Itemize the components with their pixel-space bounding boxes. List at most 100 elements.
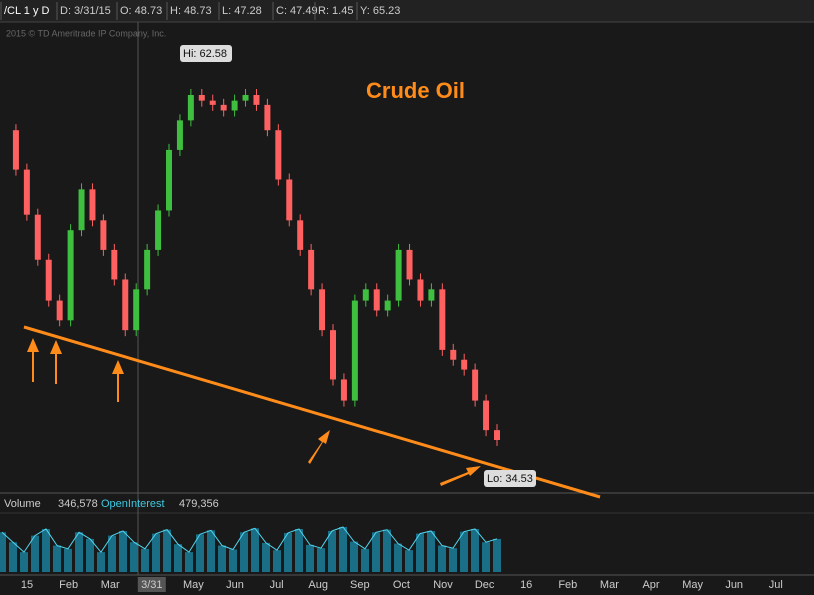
volume-bar — [262, 542, 270, 572]
volume-bar — [394, 543, 402, 572]
candle — [340, 379, 347, 401]
arrow — [112, 360, 124, 402]
candle — [450, 349, 457, 360]
header-field: L: 47.28 — [222, 5, 262, 17]
volume-bar — [482, 542, 490, 572]
volume-bar — [97, 552, 105, 572]
header-field: D: 3/31/15 — [60, 5, 111, 17]
candle — [362, 289, 369, 301]
volume-bar — [493, 538, 501, 572]
volume-bar — [350, 541, 358, 572]
candle — [406, 249, 413, 280]
volume-bar — [427, 530, 435, 572]
x-tick-label: Mar — [600, 579, 619, 591]
x-tick-label: Sep — [350, 579, 370, 591]
volume-bar — [405, 550, 413, 572]
volume-bar — [20, 552, 28, 572]
arrow — [27, 338, 39, 382]
candle — [23, 169, 30, 215]
header-bar — [0, 0, 814, 22]
header: /CL 1 y D D: 3/31/15 O: 48.73 H: 48.73 L: 47… — [0, 2, 400, 20]
candle — [176, 120, 183, 150]
volume-bar — [141, 548, 149, 572]
candle — [373, 289, 380, 311]
volume-label: Volume — [4, 498, 41, 510]
volume-value: 346,578 — [58, 498, 98, 510]
candle — [209, 100, 216, 105]
x-tick-label: May — [682, 579, 703, 591]
candle — [319, 289, 326, 331]
volume-bar — [240, 532, 248, 572]
candle — [384, 300, 391, 311]
volume-bar — [438, 545, 446, 572]
volume-bar — [9, 542, 17, 572]
x-tick-label: Jun — [226, 579, 244, 591]
volume-bar — [218, 545, 226, 572]
candle — [67, 230, 74, 321]
volume-bar — [317, 548, 325, 572]
x-tick-label: Nov — [433, 579, 453, 591]
candle — [122, 279, 129, 331]
candle — [428, 289, 435, 301]
arrows — [27, 338, 481, 486]
volume-bar — [174, 544, 182, 572]
candle — [166, 149, 172, 211]
candle — [78, 189, 85, 231]
volume-bar — [42, 528, 50, 572]
trend-line — [23, 325, 601, 499]
volume-bar — [273, 550, 281, 572]
candle — [144, 249, 151, 290]
x-tick-label: Dec — [475, 579, 495, 591]
candle — [472, 369, 479, 401]
arrow — [308, 430, 330, 464]
candle — [286, 179, 293, 221]
candle — [395, 249, 402, 301]
candle — [253, 95, 260, 105]
volume-bar — [471, 528, 479, 572]
candle — [439, 289, 446, 350]
title: Crude Oil — [366, 78, 465, 103]
x-tick-label: Jul — [270, 579, 284, 591]
volume-bar — [119, 530, 127, 572]
x-tick-label: Aug — [308, 579, 328, 591]
volume-bar — [306, 544, 314, 572]
x-tick-label: Feb — [59, 579, 78, 591]
candle — [45, 259, 52, 301]
header-field: C: 47.49 — [276, 5, 318, 17]
candle — [56, 300, 63, 321]
candle — [264, 104, 271, 131]
volume-bar — [460, 531, 468, 572]
candle — [100, 220, 107, 250]
x-tick-label: May — [183, 579, 204, 591]
oi-label: OpenInterest — [101, 498, 165, 510]
volume-bar — [383, 529, 391, 572]
candle — [34, 214, 41, 260]
volume-bar — [75, 532, 83, 572]
x-axis: 15 Feb Mar 3/31 May Jun Jul Aug Sep Oct Nov Dec 16 Fe… — [21, 577, 783, 592]
volume-bar — [361, 548, 369, 572]
lo-label: Lo: 34.53 — [487, 473, 533, 485]
candle — [242, 95, 249, 101]
volume-bar — [130, 542, 138, 572]
candle — [330, 330, 336, 380]
x-tick-label: Feb — [558, 579, 577, 591]
candle — [155, 210, 162, 250]
candle — [351, 300, 358, 401]
hi-label: Hi: 62.58 — [183, 48, 227, 60]
header-field: Y: 65.23 — [360, 5, 400, 17]
x-tick-label: Jul — [769, 579, 783, 591]
candle — [198, 95, 205, 101]
volume-bar — [229, 549, 237, 572]
candle — [297, 220, 304, 250]
header-field: R: 1.45 — [318, 5, 353, 17]
volume-bar — [31, 535, 39, 572]
header-field: /CL 1 y D — [4, 5, 49, 17]
volume-bar — [207, 530, 215, 572]
cursor-badge — [137, 577, 166, 592]
candles — [12, 89, 500, 446]
candle — [133, 289, 140, 331]
volume-bar — [372, 532, 380, 572]
volume-bar — [108, 535, 116, 572]
x-tick-label: 15 — [21, 579, 33, 591]
